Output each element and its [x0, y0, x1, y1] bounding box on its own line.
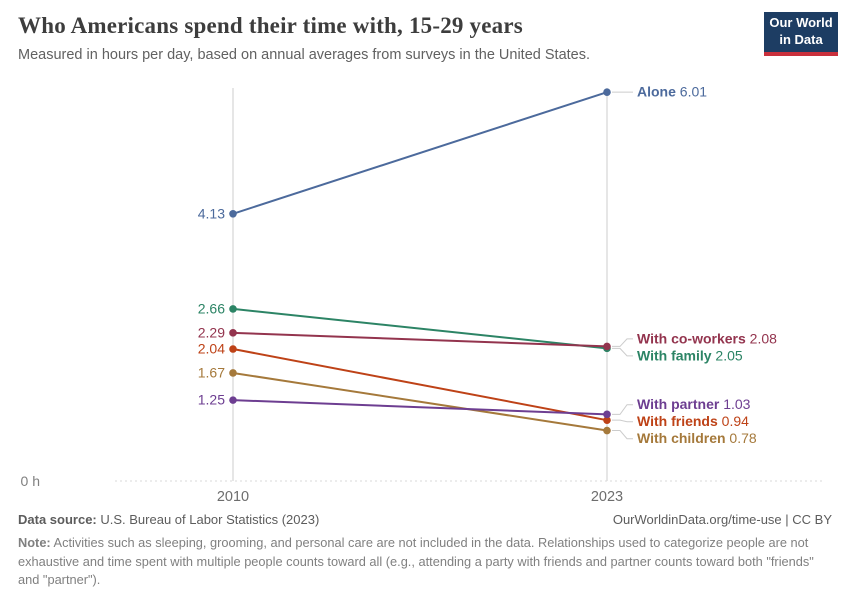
series-label-with-family[interactable]: With family 2.05: [637, 347, 743, 363]
series-label-alone[interactable]: Alone 6.01: [637, 84, 707, 100]
note-text: Activities such as sleeping, grooming, a…: [18, 535, 814, 588]
page-title: Who Americans spend their time with, 15-…: [18, 13, 523, 38]
series-dot-with-partner-start[interactable]: [229, 396, 237, 404]
owid-logo-line2: in Data: [779, 32, 823, 47]
series-start-value-with-co-workers[interactable]: 2.29: [198, 324, 225, 340]
data-source-text: U.S. Bureau of Labor Statistics (2023): [96, 512, 320, 527]
series-dot-with-co-workers-start[interactable]: [229, 329, 237, 337]
series-line-with-co-workers[interactable]: [232, 331, 608, 348]
series-line-with-partner[interactable]: [232, 399, 608, 416]
series-line-with-children[interactable]: [232, 371, 608, 432]
chart-footer: Data source: U.S. Bureau of Labor Statis…: [18, 512, 832, 590]
owid-logo-accent: [764, 52, 838, 56]
page-subtitle: Measured in hours per day, based on annu…: [18, 46, 590, 63]
series-start-value-alone[interactable]: 4.13: [198, 205, 225, 221]
label-connector-with-friends: [612, 419, 633, 423]
series-label-with-co-workers[interactable]: With co-workers 2.08: [637, 330, 777, 346]
owid-logo-line1: Our World: [769, 15, 833, 31]
series-dot-with-children-end[interactable]: [603, 426, 611, 435]
series-start-value-with-friends[interactable]: 2.04: [198, 341, 225, 357]
series-line-alone[interactable]: [232, 91, 608, 215]
chart-note: Note: Activities such as sleeping, groom…: [18, 534, 832, 590]
series-dot-with-children-start[interactable]: [229, 369, 237, 377]
series-dot-alone-end[interactable]: [603, 88, 611, 96]
series-dot-with-family-start[interactable]: [229, 305, 237, 313]
attribution-link[interactable]: OurWorldinData.org/time-use | CC BY: [612, 512, 832, 527]
label-connector-with-children: [612, 430, 633, 440]
series-label-with-friends[interactable]: With friends 0.94: [637, 413, 749, 429]
series-line-with-family[interactable]: [232, 307, 608, 350]
data-source-label: Data source:: [18, 512, 97, 527]
label-connector-with-partner: [612, 404, 633, 415]
label-connector-with-co-workers: [612, 338, 633, 347]
data-source: Data source: U.S. Bureau of Labor Statis…: [18, 512, 319, 527]
series-start-value-with-family[interactable]: 2.66: [198, 300, 225, 316]
label-connector-with-family: [612, 347, 633, 357]
series-dot-with-partner-end[interactable]: [603, 410, 611, 419]
series-line-with-friends[interactable]: [232, 348, 608, 422]
owid-logo[interactable]: Our World in Data: [764, 12, 838, 56]
series-start-value-with-partner[interactable]: 1.25: [198, 392, 225, 408]
y-zero-label: 0 h: [21, 473, 40, 489]
series-dot-with-co-workers-end[interactable]: [603, 342, 611, 351]
series-dot-alone-start[interactable]: [229, 209, 237, 218]
series-start-value-with-children[interactable]: 1.67: [198, 364, 225, 380]
series-dot-with-friends-start[interactable]: [229, 345, 237, 353]
x-tick-2010: 2010: [217, 489, 249, 505]
series-dot-with-friends-end[interactable]: [603, 416, 611, 424]
series-label-with-children[interactable]: With children 0.78: [637, 430, 757, 446]
chart-header: Who Americans spend their time with, 15-…: [18, 12, 750, 63]
series-label-with-partner[interactable]: With partner 1.03: [637, 396, 751, 412]
note-label: Note:: [18, 535, 51, 550]
x-tick-2023: 2023: [591, 489, 623, 505]
